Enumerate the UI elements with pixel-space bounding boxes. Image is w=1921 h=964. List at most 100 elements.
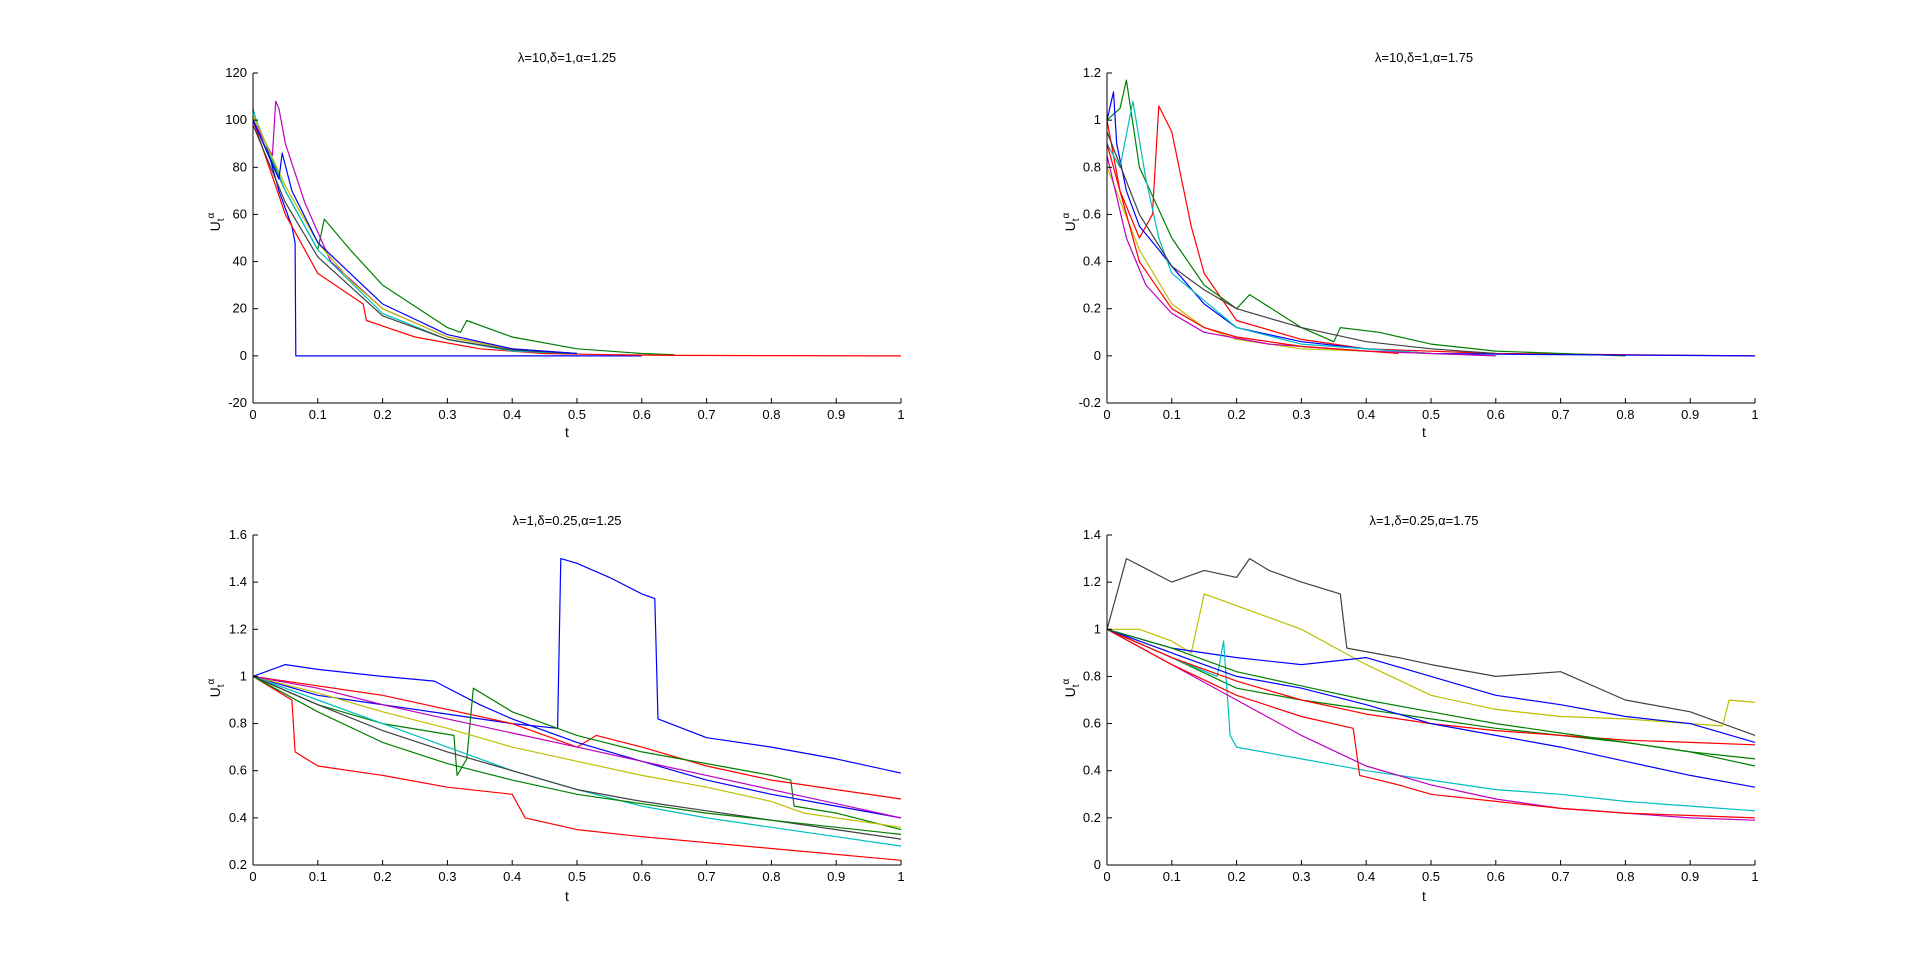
x-tick-label: 0.8 [762,407,780,422]
y-tick-label: -20 [228,395,247,410]
x-tick-label: 0.1 [309,869,327,884]
x-tick-label: 0 [249,869,256,884]
y-tick-label: 40 [233,254,247,269]
series-line-4 [252,663,902,819]
series-line-2 [252,675,902,861]
series-line-10 [1106,628,1756,760]
x-tick-label: 1 [1751,869,1758,884]
y-tick-label: 1 [1094,621,1101,636]
subplot-bottom-right: λ=1,δ=0.25,α=1.75 t Utα 0 0.1 0.2 0.3 0.4 0.5… [1061,513,1759,904]
y-tick-label: 0.6 [1083,206,1101,221]
y-tick-label: 0.8 [1083,668,1101,683]
y-axis-label-main: U [207,221,223,231]
series-line-3 [1106,628,1756,743]
series-line-8 [1106,143,1399,355]
x-axis-label: t [565,424,569,440]
y-axis-label-sup: α [206,212,217,218]
y-axis-label: Utα [206,678,227,697]
x-tick-label: 0.4 [503,407,521,422]
x-tick-label: 0.7 [1552,869,1570,884]
y-tick-label: 20 [233,301,247,316]
y-tick-label: 0.8 [1083,159,1101,174]
subplot-top-right: λ=10,δ=1,α=1.75 t Utα 0 0.1 0.2 0.3 0.4 0.5 0.… [1061,50,1759,440]
y-tick-label: 0.2 [1083,301,1101,316]
y-tick-label: 1.4 [229,574,247,589]
x-tick-label: 1 [1751,407,1758,422]
x-tick-label: 0.3 [1292,869,1310,884]
y-tick-label: 0.2 [1083,810,1101,825]
x-tick-label: 0.4 [1357,407,1375,422]
x-tick-label: 0.6 [1487,407,1505,422]
y-tick-label: 0 [240,348,247,363]
y-tick-label: 1.2 [1083,65,1101,80]
series-line-5 [1106,628,1756,812]
x-tick-label: 0.4 [503,869,521,884]
series-group [252,100,902,357]
series-line-6 [252,675,902,828]
series-line-4 [1106,100,1432,355]
y-tick-label: 0.4 [229,810,247,825]
y-axis-label: Utα [1061,212,1082,231]
x-tick-label: 0 [249,407,256,422]
y-axis-label-main: U [207,687,223,697]
y-axis-label-sup: α [1061,678,1072,684]
y-tick-label: 0.6 [229,763,247,778]
x-tick-label: 1 [897,869,904,884]
y-axis-label-sup: α [206,678,217,684]
x-tick-label: 0 [1103,869,1110,884]
subplot-title: λ=10,δ=1,α=1.25 [518,50,616,65]
x-tick-label: 0.4 [1357,869,1375,884]
x-axis-label: t [1422,424,1426,440]
subplot-bottom-left: λ=1,δ=0.25,α=1.25 t Utα 0 0.1 0.2 0.3 0.4 0.5… [206,513,905,904]
x-tick-label: 0.7 [698,869,716,884]
series-line-2 [1107,593,1756,727]
x-tick-label: 0.9 [1681,407,1699,422]
x-tick-label: 0.2 [374,407,392,422]
y-tick-label: 0 [1094,857,1101,872]
series-line-10 [252,675,902,835]
series-line-7 [252,124,578,355]
svg-text:Utα: Utα [1061,212,1082,231]
y-tick-label: 1.2 [229,621,247,636]
subplot-title: λ=10,δ=1,α=1.75 [1375,50,1473,65]
x-tick-label: 0.9 [827,869,845,884]
x-tick-label: 0.5 [1422,407,1440,422]
x-tick-label: 0.1 [1163,407,1181,422]
y-tick-label: 0.4 [1083,254,1101,269]
x-axis-label: t [1422,888,1426,904]
x-tick-label: 0.1 [1163,869,1181,884]
series-line-9 [252,675,902,840]
series-line-2 [1106,79,1626,357]
y-tick-label: 80 [233,159,247,174]
series-line-8 [252,119,578,355]
x-tick-label: 0.2 [1228,869,1246,884]
x-tick-label: 0.5 [568,407,586,422]
series-line-8 [1106,628,1756,819]
y-axis-label-main: U [1062,221,1078,231]
series-line-9 [1106,628,1756,788]
y-tick-label: 60 [233,206,247,221]
x-tick-label: 0.9 [1681,869,1699,884]
series-group [1106,79,1756,357]
x-tick-label: 0.8 [762,869,780,884]
x-tick-label: 0.2 [374,869,392,884]
y-tick-label: 0.2 [229,857,247,872]
svg-text:Utα: Utα [1061,678,1082,697]
x-tick-label: 0.7 [1552,407,1570,422]
series-line-1 [1106,557,1756,736]
svg-text:Utα: Utα [206,212,227,231]
series-line-3 [252,675,902,800]
y-tick-label: 0.6 [1083,716,1101,731]
x-tick-label: 0.8 [1616,407,1634,422]
y-axis-label: Utα [1061,678,1082,697]
y-axis-label-main: U [1062,687,1078,697]
series-line-7 [1106,131,1496,355]
y-tick-label: 100 [225,112,247,127]
y-tick-label: 120 [225,65,247,80]
subplot-title: λ=1,δ=0.25,α=1.25 [512,513,621,528]
x-tick-label: 0.6 [633,407,651,422]
x-tick-label: 0.9 [827,407,845,422]
y-axis-label-sup: α [1061,212,1072,218]
x-tick-label: 0.3 [438,407,456,422]
